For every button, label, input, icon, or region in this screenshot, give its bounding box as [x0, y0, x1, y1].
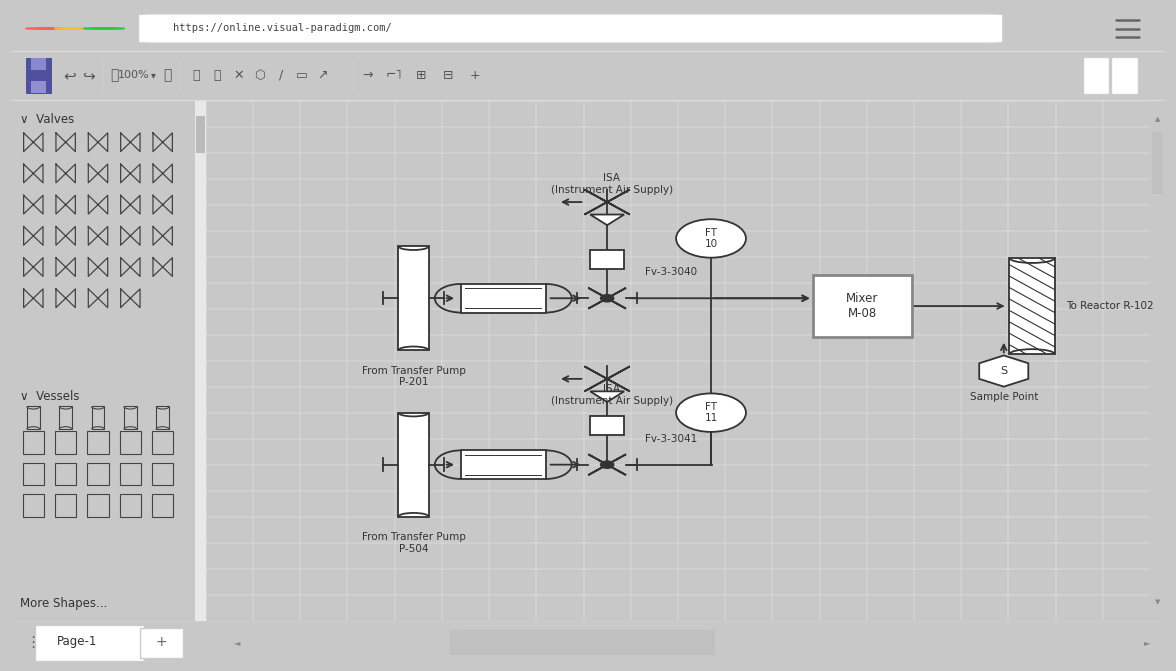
Bar	[152, 462, 174, 485]
Bar	[461, 284, 546, 313]
Bar	[31, 58, 46, 70]
Text: ▲: ▲	[1155, 116, 1160, 122]
Bar	[123, 407, 136, 429]
Text: ▼: ▼	[1155, 599, 1160, 605]
Polygon shape	[588, 288, 626, 309]
Text: ISA
(Instrument Air Supply): ISA (Instrument Air Supply)	[550, 384, 673, 406]
Text: S: S	[1001, 366, 1008, 376]
Text: +: +	[469, 69, 480, 82]
Text: ⌐˥: ⌐˥	[386, 69, 402, 82]
Text: →: →	[362, 69, 373, 82]
Text: ▭: ▭	[296, 69, 308, 82]
Bar	[195, 101, 206, 621]
Polygon shape	[590, 391, 624, 402]
Text: FT
11: FT 11	[704, 402, 717, 423]
Bar	[1151, 132, 1163, 195]
FancyBboxPatch shape	[139, 14, 1003, 43]
Text: FT
10: FT 10	[704, 227, 717, 249]
Bar	[26, 58, 51, 93]
Circle shape	[601, 295, 614, 302]
Circle shape	[26, 28, 67, 30]
Text: ✕: ✕	[233, 69, 243, 82]
Text: From Transfer Pump
P-201: From Transfer Pump P-201	[361, 366, 466, 387]
Polygon shape	[588, 454, 626, 475]
Text: ⌕: ⌕	[111, 68, 119, 83]
Bar	[120, 431, 141, 454]
Circle shape	[676, 393, 746, 432]
Bar	[461, 450, 546, 479]
Text: /: /	[279, 69, 282, 82]
Bar	[55, 462, 76, 485]
FancyBboxPatch shape	[35, 625, 145, 661]
Bar	[55, 431, 76, 454]
Polygon shape	[588, 454, 626, 475]
Text: ⬡: ⬡	[254, 69, 265, 82]
Text: ⋮: ⋮	[25, 635, 40, 650]
Bar	[22, 431, 45, 454]
Bar	[22, 462, 45, 485]
Circle shape	[676, 219, 746, 258]
Text: From Transfer Pump
P-504: From Transfer Pump P-504	[361, 532, 466, 554]
Bar	[87, 431, 109, 454]
Bar	[55, 494, 76, 517]
Bar	[59, 407, 72, 429]
Bar	[399, 246, 429, 350]
Polygon shape	[980, 356, 1028, 386]
Text: ▾: ▾	[152, 70, 156, 81]
Text: 100%: 100%	[118, 70, 149, 81]
Bar	[590, 250, 624, 268]
Circle shape	[54, 28, 96, 30]
Bar	[27, 407, 40, 429]
Text: Fv-3-3041: Fv-3-3041	[644, 434, 697, 444]
Text: https://online.visual-paradigm.com/: https://online.visual-paradigm.com/	[173, 23, 392, 33]
Polygon shape	[584, 190, 630, 215]
Polygon shape	[584, 366, 630, 391]
Text: ⌕: ⌕	[163, 68, 172, 83]
Circle shape	[83, 28, 125, 30]
Text: ⧉: ⧉	[193, 69, 200, 82]
Text: Sample Point: Sample Point	[969, 392, 1038, 402]
Bar	[196, 116, 205, 152]
Text: ⧇: ⧇	[214, 69, 221, 82]
Text: ↗: ↗	[318, 69, 328, 82]
Circle shape	[601, 461, 614, 468]
Text: ↪: ↪	[82, 68, 95, 83]
Bar	[92, 407, 105, 429]
Bar	[87, 494, 109, 517]
Bar	[120, 462, 141, 485]
Bar	[87, 462, 109, 485]
Bar	[590, 416, 624, 435]
Text: ∨  Vessels: ∨ Vessels	[20, 390, 80, 403]
Text: ►: ►	[1144, 638, 1150, 647]
FancyBboxPatch shape	[1111, 58, 1138, 93]
FancyBboxPatch shape	[1083, 58, 1109, 93]
Bar	[1009, 258, 1055, 354]
Polygon shape	[584, 366, 630, 391]
Text: ↩: ↩	[64, 68, 75, 83]
Bar	[152, 494, 174, 517]
FancyBboxPatch shape	[140, 628, 183, 658]
Bar	[399, 413, 429, 517]
Text: ∨  Valves: ∨ Valves	[20, 113, 74, 126]
Text: Page-1: Page-1	[58, 635, 98, 648]
Polygon shape	[590, 215, 624, 225]
Bar	[22, 494, 45, 517]
FancyBboxPatch shape	[449, 630, 715, 655]
Bar	[31, 81, 46, 93]
Bar	[152, 431, 174, 454]
Text: Fv-3-3040: Fv-3-3040	[644, 268, 697, 278]
Text: More Shapes...: More Shapes...	[20, 597, 108, 610]
Text: ⊞: ⊞	[415, 69, 426, 82]
Bar	[120, 494, 141, 517]
Text: ISA
(Instrument Air Supply): ISA (Instrument Air Supply)	[550, 173, 673, 195]
Text: To Reactor R-102: To Reactor R-102	[1067, 301, 1154, 311]
Bar	[156, 407, 169, 429]
FancyBboxPatch shape	[813, 275, 911, 338]
Text: +: +	[155, 635, 167, 649]
Text: Mixer
M-08: Mixer M-08	[846, 292, 878, 320]
Text: ◄: ◄	[234, 638, 241, 647]
Polygon shape	[584, 190, 630, 215]
Polygon shape	[588, 288, 626, 309]
Text: ⊟: ⊟	[442, 69, 453, 82]
